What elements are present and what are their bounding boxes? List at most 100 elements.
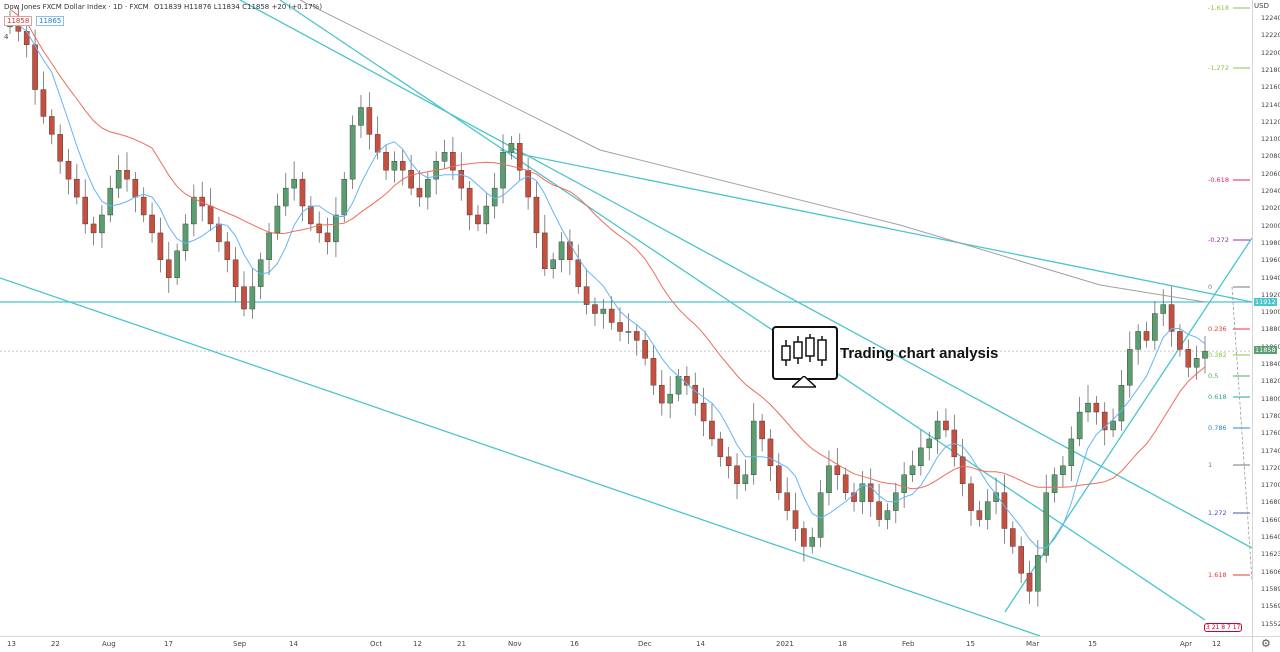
- time-tick-label: Nov: [508, 640, 522, 648]
- candle-body: [801, 528, 807, 547]
- candle-body: [884, 510, 891, 520]
- candle-body: [1018, 546, 1024, 574]
- candle-body: [859, 483, 866, 502]
- time-tick-label: 16: [570, 640, 579, 648]
- candle-body: [165, 259, 172, 278]
- candle-body: [149, 214, 155, 234]
- candle-body: [516, 143, 523, 171]
- time-tick-label: Dec: [638, 640, 652, 648]
- candle-body: [542, 232, 548, 269]
- candle-body: [926, 438, 933, 449]
- candle-body: [918, 447, 924, 467]
- price-tick-label: 12140: [1261, 100, 1280, 109]
- settings-corner[interactable]: ⚙: [1252, 636, 1280, 652]
- candle-body: [1118, 384, 1125, 422]
- currency-label[interactable]: USD: [1254, 2, 1269, 10]
- time-tick-label: Apr: [1180, 640, 1193, 648]
- candle-body: [466, 187, 473, 216]
- chart-canvas[interactable]: [0, 0, 1252, 636]
- price-tick-label: 12160: [1261, 83, 1280, 92]
- fib-diagonal: [1231, 286, 1252, 581]
- candle-body: [1068, 438, 1075, 467]
- candle-body: [742, 474, 749, 484]
- candle-body: [675, 376, 682, 395]
- candle-body: [475, 214, 481, 225]
- price-axis[interactable]: 12240 12220 12200 12180 12160 12140 12120 12100…: [1252, 0, 1280, 636]
- trend-line: [239, 0, 1252, 549]
- price-tick-label: 11960: [1261, 256, 1280, 265]
- candle-body: [600, 308, 607, 314]
- candle-body: [140, 196, 147, 216]
- fib-level-label: 0.618: [1208, 393, 1227, 401]
- candle-body: [174, 250, 180, 278]
- candle-body: [567, 241, 573, 260]
- moving-average-fast: [9, 17, 1206, 549]
- fib-level-label: 1: [1208, 461, 1213, 469]
- candle-body: [383, 152, 389, 171]
- moving-average-slow: [299, 0, 1206, 303]
- last-price-tag: 11858: [1254, 346, 1277, 355]
- price-tick-label: 11920: [1261, 290, 1280, 299]
- trend-line: [279, 0, 1206, 621]
- fib-level-label: -0.618: [1208, 176, 1229, 184]
- price-tick-label: 11940: [1261, 273, 1280, 282]
- candle-body: [124, 169, 130, 180]
- candle-body: [500, 152, 506, 189]
- indicator-count-toggle[interactable]: 4: [4, 33, 9, 41]
- candle-body: [642, 340, 648, 359]
- candle-body: [867, 483, 874, 502]
- candle-body: [291, 178, 297, 189]
- time-tick-label: Sep: [233, 640, 247, 648]
- time-tick-label: 21: [457, 640, 466, 648]
- price-tick-label: 11820: [1261, 377, 1280, 386]
- candle-body: [441, 152, 448, 162]
- candle-body: [191, 196, 197, 225]
- price-tick-label: 11680: [1261, 498, 1280, 507]
- time-axis[interactable]: 13 22 Aug 17 Sep 14 Oct 12 21 Nov 16 Dec 14 2021 18 Feb…: [0, 636, 1252, 652]
- candle-body: [1035, 555, 1041, 592]
- candle-body: [943, 420, 949, 431]
- price-tick-label: 11569: [1261, 602, 1280, 611]
- price-tick-label: 12080: [1261, 152, 1280, 161]
- candle-body: [1010, 528, 1016, 547]
- time-tick-label: Feb: [902, 640, 915, 648]
- candle-body: [90, 223, 97, 234]
- price-tick-label: 12240: [1261, 14, 1280, 22]
- time-tick-label: 12: [413, 640, 422, 648]
- price-tick-label: 12040: [1261, 187, 1280, 195]
- candle-body: [316, 223, 322, 234]
- candle-body: [1043, 492, 1050, 556]
- candle-body: [692, 384, 699, 404]
- candle-body: [450, 152, 456, 171]
- candle-body: [425, 178, 431, 198]
- scale-badge[interactable]: 3 21 8 7 17: [1204, 623, 1243, 632]
- time-tick-label: 13: [7, 640, 16, 648]
- price-tick-label: 12180: [1261, 65, 1280, 74]
- candle-body: [324, 232, 331, 243]
- candle-body: [458, 169, 465, 189]
- time-tick-label: 18: [838, 640, 847, 648]
- candle-body: [625, 331, 632, 333]
- candle-body: [984, 501, 991, 520]
- candle-body: [274, 205, 281, 234]
- candle-body: [32, 44, 38, 90]
- price-tick-label: 11660: [1261, 515, 1280, 524]
- price-box-blue[interactable]: 11865: [36, 16, 65, 26]
- candle-body: [617, 322, 623, 332]
- fib-level-label: 1.272: [1208, 509, 1227, 517]
- chart-legend: Dow Jones FXCM Dollar Index · 1D · FXCM …: [4, 3, 325, 11]
- price-box-red[interactable]: 11858: [4, 16, 33, 26]
- gear-icon[interactable]: ⚙: [1261, 637, 1271, 650]
- candle-body: [508, 143, 515, 153]
- instrument-title[interactable]: Dow Jones FXCM Dollar Index · 1D · FXCM: [4, 3, 149, 11]
- chart-plot-area[interactable]: Dow Jones FXCM Dollar Index · 1D · FXCM …: [0, 0, 1252, 636]
- candle-body: [1110, 420, 1116, 431]
- candle-body: [207, 205, 214, 225]
- candle-body: [709, 420, 715, 440]
- time-tick-label: Mar: [1026, 640, 1040, 648]
- candle-body: [592, 304, 598, 314]
- trend-line: [0, 277, 1041, 636]
- candlestick-glyph: [781, 334, 827, 366]
- time-tick-label: 17: [164, 640, 173, 648]
- candle-body: [1093, 402, 1100, 413]
